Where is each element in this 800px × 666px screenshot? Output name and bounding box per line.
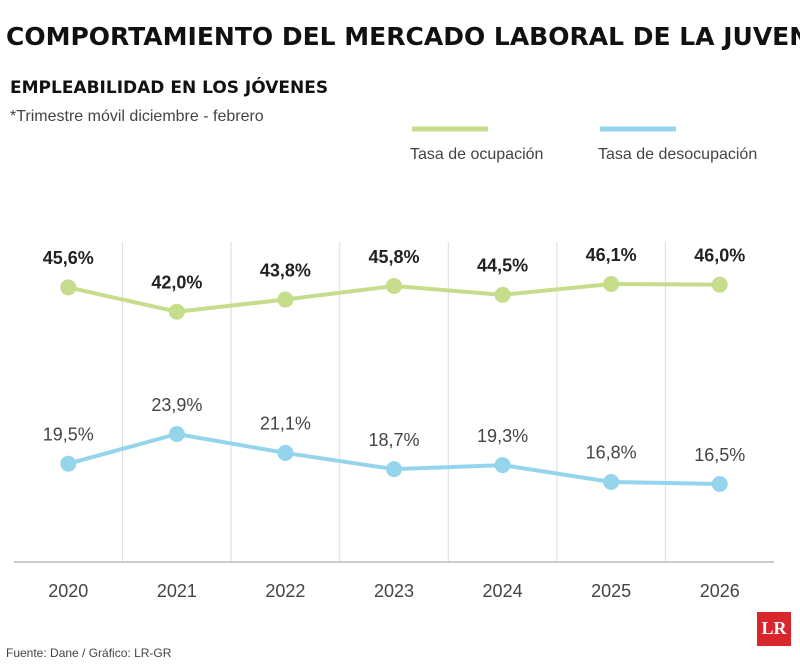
data-label: 19,5% bbox=[43, 424, 94, 444]
x-tick-label: 2020 bbox=[48, 581, 88, 601]
point bbox=[603, 473, 620, 490]
data-label: 18,7% bbox=[368, 430, 419, 450]
x-tick-label: 2021 bbox=[157, 581, 197, 601]
x-tick-label: 2022 bbox=[265, 581, 305, 601]
point bbox=[386, 461, 402, 478]
data-label: 16,8% bbox=[586, 443, 637, 463]
source: Fuente: Dane / Gráfico: LR-GR bbox=[6, 646, 172, 660]
point bbox=[494, 286, 511, 303]
data-label: 45,6% bbox=[43, 248, 94, 268]
data-label: 42,0% bbox=[151, 272, 202, 292]
point bbox=[60, 279, 77, 296]
x-tick-label: 2025 bbox=[591, 581, 631, 601]
x-tick-label: 2026 bbox=[700, 581, 740, 601]
chart-title: COMPORTAMIENTO DEL MERCADO LABORAL DE LA… bbox=[6, 22, 800, 51]
legend-label: Tasa de ocupación bbox=[410, 146, 543, 163]
data-label: 16,5% bbox=[694, 445, 745, 465]
data-label: 43,8% bbox=[260, 260, 311, 280]
data-label: 19,3% bbox=[477, 426, 528, 446]
point bbox=[277, 444, 294, 461]
point bbox=[168, 426, 185, 442]
data-label: 45,8% bbox=[368, 247, 419, 267]
point bbox=[168, 303, 185, 320]
point bbox=[386, 278, 402, 295]
data-label: 46,0% bbox=[694, 245, 745, 265]
chart-subtitle: EMPLEABILIDAD EN LOS JÓVENES bbox=[10, 76, 328, 98]
data-label: 44,5% bbox=[477, 256, 528, 276]
point bbox=[277, 291, 294, 308]
x-tick-label: 2024 bbox=[483, 581, 523, 601]
data-label: 23,9% bbox=[151, 395, 202, 415]
point bbox=[494, 457, 511, 474]
point bbox=[603, 276, 620, 292]
legend-label: Tasa de desocupación bbox=[598, 146, 757, 163]
point bbox=[711, 476, 728, 492]
x-tick-label: 2023 bbox=[374, 581, 414, 601]
point bbox=[711, 276, 728, 293]
data-label: 21,1% bbox=[260, 414, 311, 434]
logo: LR bbox=[761, 618, 787, 638]
chart-note: *Trimestre móvil diciembre - febrero bbox=[10, 108, 264, 125]
data-label: 46,1% bbox=[586, 245, 637, 265]
point bbox=[60, 455, 77, 472]
logo-box bbox=[757, 612, 791, 646]
